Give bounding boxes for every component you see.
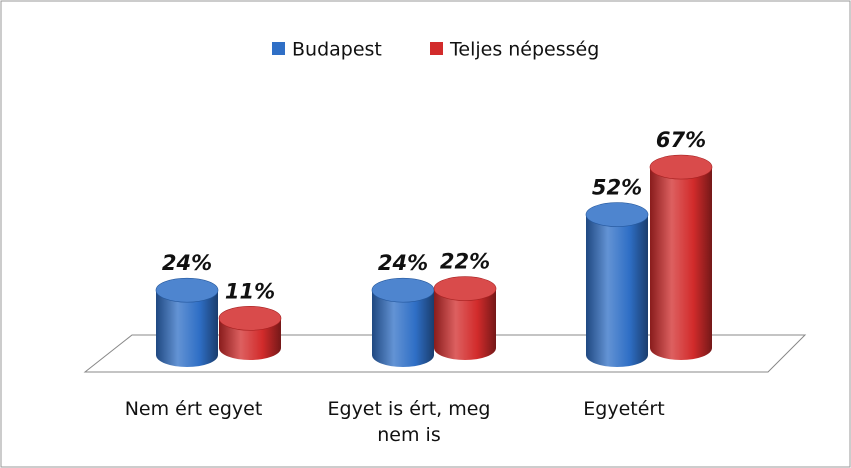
bar [434,288,496,360]
value-label: 22% [440,250,490,274]
legend-label: Teljes népesség [449,39,599,61]
x-tick-label: Egyetért [583,398,665,420]
value-label: 24% [378,251,428,275]
bar [586,214,648,367]
legend-swatch [430,42,443,55]
bar [650,167,712,360]
legend-label: Budapest [292,39,382,61]
value-label: 11% [225,279,275,303]
bar-top [155,277,219,303]
bar-top [649,154,713,180]
value-label: 67% [656,128,706,152]
bar-top [433,276,497,301]
legend-swatch [272,42,285,55]
bar-top [585,202,649,227]
bar-top [371,277,435,303]
x-tick-label: Nem ért egyet [124,398,263,420]
value-label: 24% [162,251,212,275]
bar-top [218,305,282,331]
x-tick-label: Egyet is ért, meg nem is [327,398,491,446]
value-label: 52% [592,176,642,200]
bar [372,290,434,367]
bar [156,290,218,367]
